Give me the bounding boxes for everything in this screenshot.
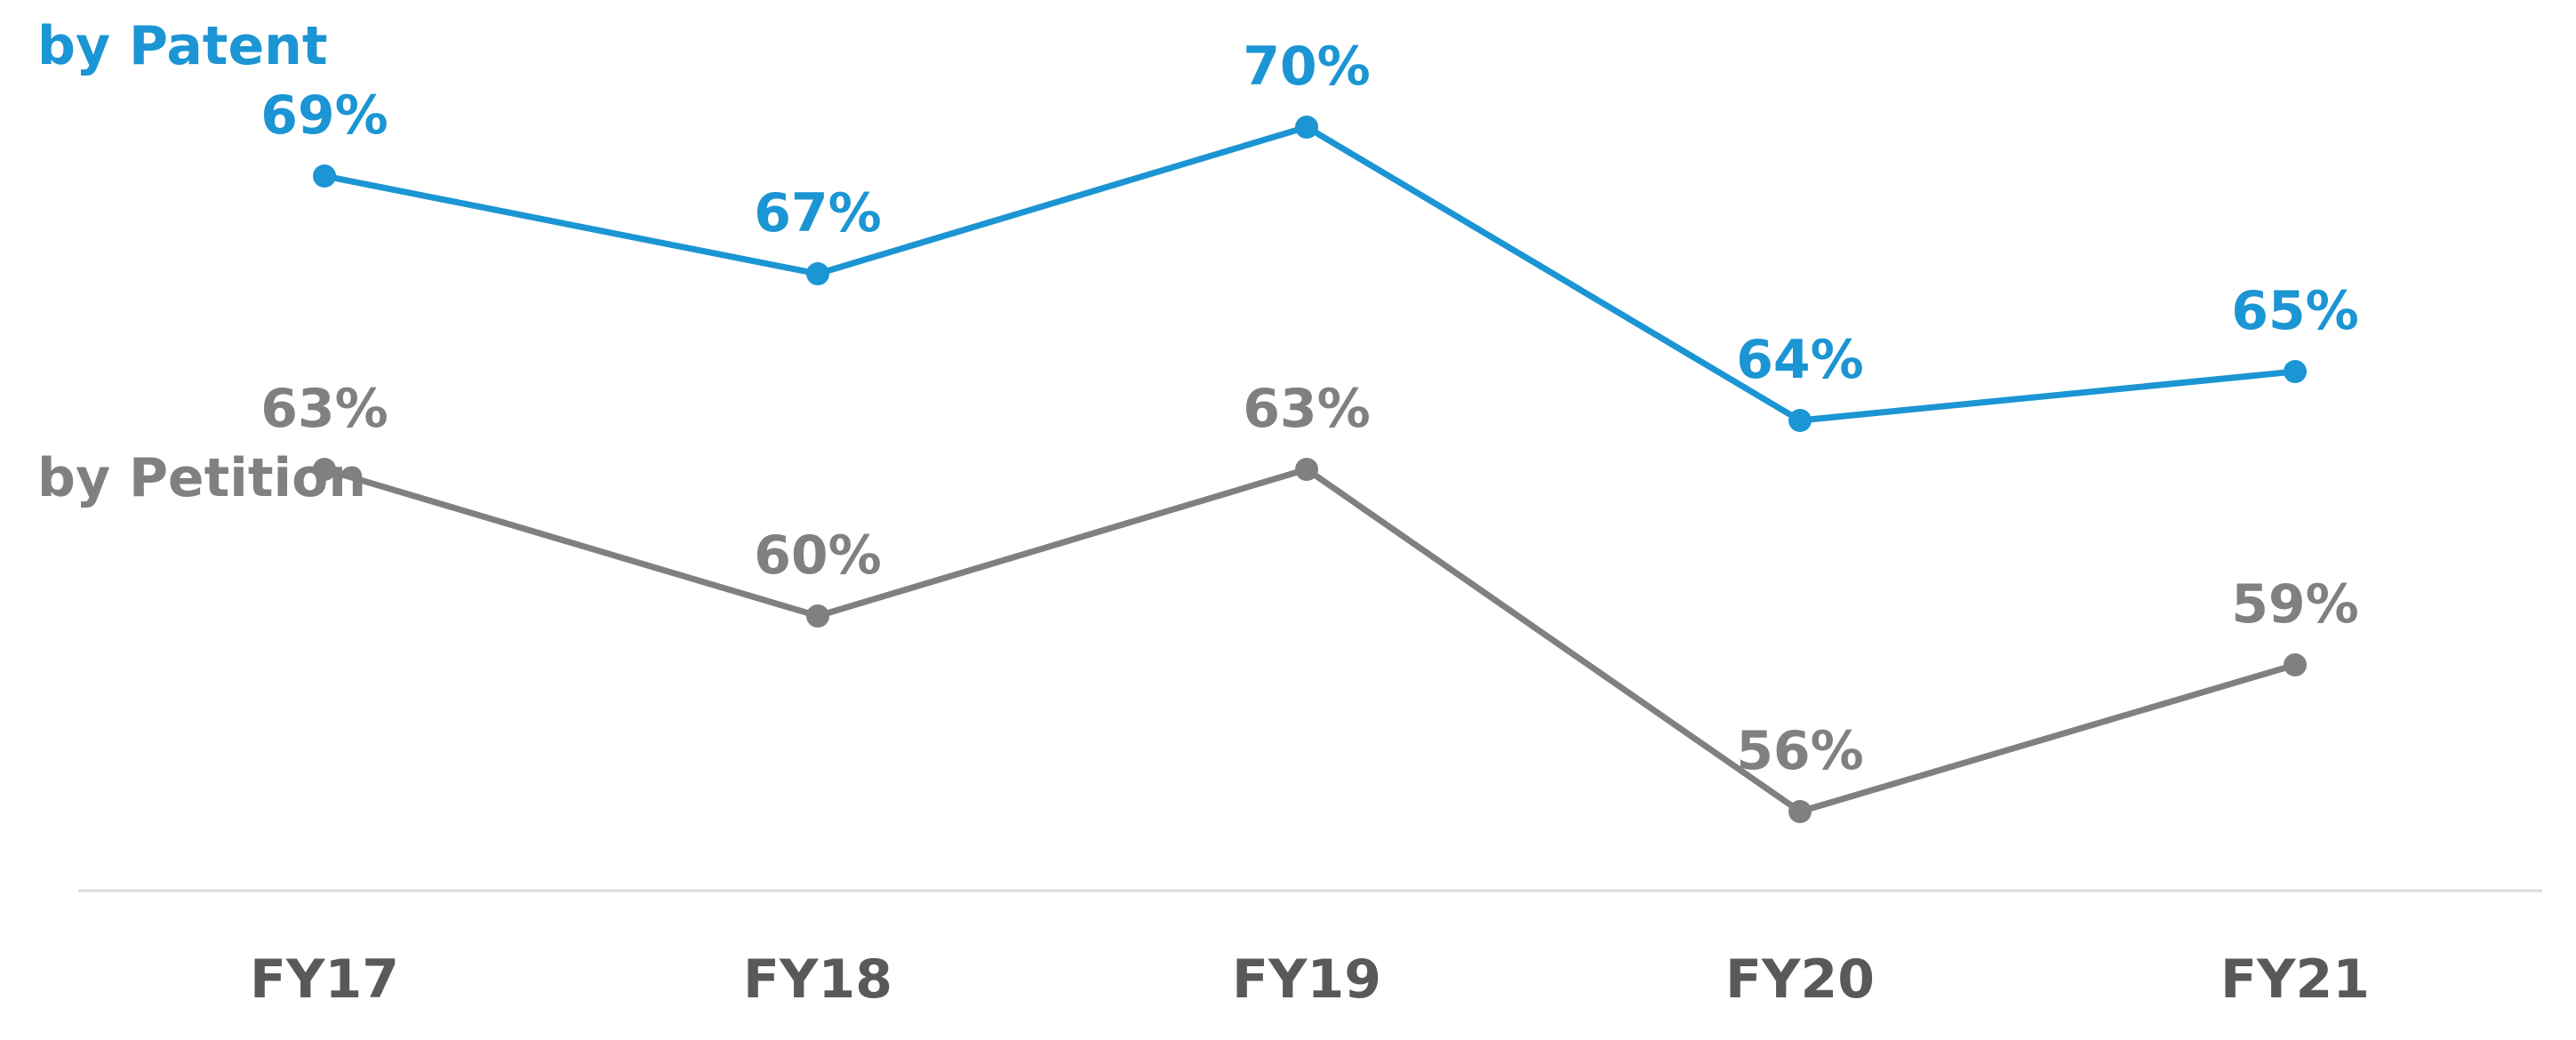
data-label-patent-FY19: 70% <box>1243 36 1371 98</box>
data-label-patent-FY17: 69% <box>260 84 388 147</box>
data-label-patent-FY18: 67% <box>754 182 882 244</box>
series-by-patent: 69% 67% 70% 64% 65% <box>260 36 2359 432</box>
data-point-petition-FY17 <box>313 458 336 481</box>
data-point-petition-FY18 <box>806 604 829 628</box>
data-point-patent-FY20 <box>1788 409 1812 432</box>
series-label-by-petition: by Petition <box>37 447 366 509</box>
data-label-petition-FY20: 56% <box>1736 720 1864 782</box>
data-point-petition-FY20 <box>1788 800 1812 823</box>
series-by-petition: 63% 60% 63% 56% 59% <box>260 378 2359 823</box>
data-point-patent-FY21 <box>2284 360 2307 383</box>
data-label-patent-FY20: 64% <box>1736 329 1864 391</box>
data-label-patent-FY21: 65% <box>2231 280 2359 342</box>
x-tick-label: FY21 <box>2220 948 2370 1011</box>
x-tick-label: FY19 <box>1232 948 1381 1011</box>
data-label-petition-FY17: 63% <box>260 378 388 440</box>
series-label-by-patent: by Patent <box>37 15 328 77</box>
series-line-patent <box>324 124 2296 424</box>
data-label-petition-FY21: 59% <box>2231 573 2359 636</box>
series-line-petition <box>324 466 2296 815</box>
x-tick-label: FY17 <box>250 948 399 1011</box>
data-point-patent-FY19 <box>1295 116 1318 139</box>
data-label-petition-FY18: 60% <box>754 524 882 587</box>
data-point-patent-FY18 <box>806 262 829 285</box>
x-tick-label: FY18 <box>743 948 892 1011</box>
x-axis-ticks: FY17 FY18 FY19 FY20 FY21 <box>250 948 2370 1011</box>
data-point-petition-FY21 <box>2284 653 2307 676</box>
data-point-patent-FY17 <box>313 164 336 188</box>
data-label-petition-FY19: 63% <box>1243 378 1371 440</box>
data-point-petition-FY19 <box>1295 458 1318 481</box>
x-tick-label: FY20 <box>1725 948 1875 1011</box>
